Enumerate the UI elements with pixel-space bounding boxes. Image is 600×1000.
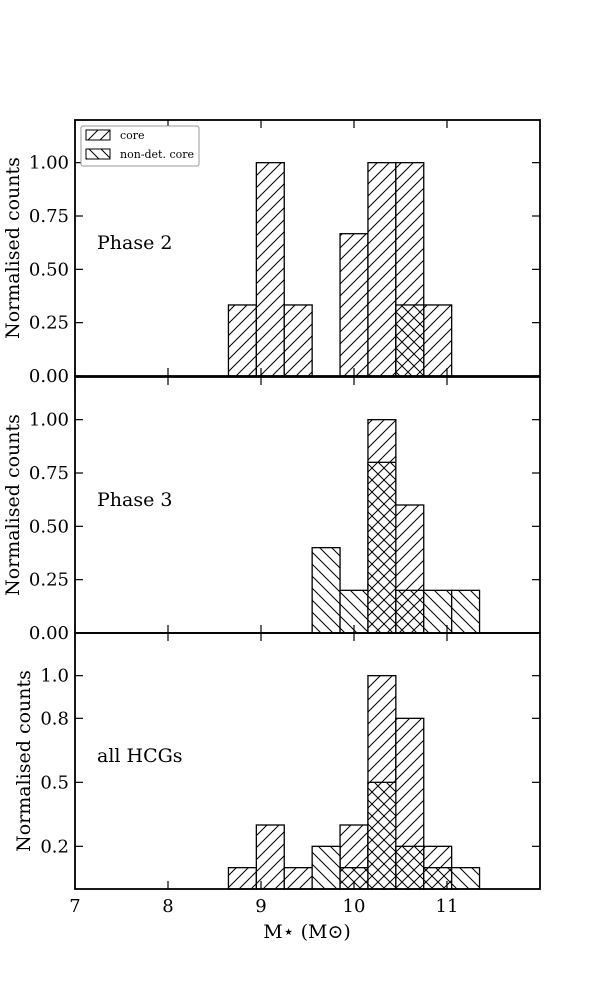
- bar-core-1: [227, 867, 257, 890]
- bar-core-2: [255, 162, 285, 377]
- bar-non-det-core-4: [395, 589, 425, 634]
- x-axis: 7 8 9 10 11 M⋆ (M⊙): [69, 896, 458, 943]
- bar-core-3: [283, 867, 313, 890]
- legend-swatch-1: [85, 129, 111, 141]
- y-tick-label: 0.2: [40, 836, 69, 857]
- x-axis-label: M⋆ (M⊙): [263, 921, 351, 943]
- panel-frame: [74, 632, 541, 890]
- bar-non-det-core-1: [395, 304, 425, 377]
- bar-non-det-core-4: [395, 845, 425, 890]
- x-tick-label: 9: [255, 896, 266, 917]
- y-axis-label: Normalised counts: [2, 157, 24, 339]
- y-tick-label: 0.50: [29, 516, 69, 537]
- y-tick-label: 1.00: [29, 410, 69, 431]
- bar-core-2: [255, 824, 285, 890]
- y-axis-label: Normalised counts: [2, 414, 24, 596]
- legend: core non-det. core: [80, 125, 200, 167]
- bar-core-5: [367, 162, 397, 377]
- bar-non-det-core-3: [367, 461, 397, 634]
- legend-label: core: [120, 129, 145, 142]
- x-tick-label: 8: [162, 896, 173, 917]
- y-tick-label: 0.75: [29, 206, 69, 227]
- x-tick-label: 11: [436, 896, 459, 917]
- y-tick-label: 0.5: [40, 772, 69, 793]
- bar-non-det-core-1: [311, 845, 341, 890]
- panel-label: all HCGs: [97, 745, 183, 767]
- bar-core-7: [423, 304, 453, 377]
- y-axis-label: Normalised counts: [13, 670, 35, 852]
- y-tick-label: 0.25: [29, 570, 69, 591]
- bar-non-det-core-6: [450, 867, 481, 890]
- bar-core-4: [339, 233, 369, 377]
- y-tick-label: 0.25: [29, 313, 69, 334]
- panels: 0.00 0.25 0.50 0.75 1.00 Phase 2 Normalised co…: [2, 119, 541, 890]
- panel-label: Phase 2: [97, 232, 172, 254]
- bar-non-det-core-6: [450, 589, 481, 634]
- panel-frame: [74, 119, 541, 377]
- y-tick-label: 1.0: [40, 666, 69, 687]
- panel-1: 0.00 0.25 0.50 0.75 1.00 Phase 2 Normalised co…: [2, 119, 541, 387]
- bar-non-det-core-1: [311, 547, 341, 634]
- y-tick-label: 0.8: [40, 708, 69, 729]
- x-tick-label: 7: [69, 896, 80, 917]
- bar-core-3: [283, 304, 313, 377]
- bar-core-1: [227, 304, 257, 377]
- panel-2: 0.00 0.25 0.50 0.75 1.00 Phase 3 Normalised co…: [2, 376, 541, 644]
- legend-swatch-2: [85, 148, 111, 160]
- y-tick-label: 0.00: [29, 623, 69, 644]
- panel-3: 0.2 0.5 0.8 1.0 all HCGs Normalised counts: [13, 632, 541, 890]
- legend-label: non-det. core: [120, 148, 194, 161]
- bar-non-det-core-3: [367, 781, 397, 890]
- y-tick-label: 0.75: [29, 463, 69, 484]
- panel-label: Phase 3: [97, 489, 172, 511]
- y-tick-label: 0.50: [29, 259, 69, 280]
- y-tick-label: 0.00: [29, 366, 69, 387]
- y-tick-label: 1.00: [29, 153, 69, 174]
- x-tick-label: 10: [343, 896, 366, 917]
